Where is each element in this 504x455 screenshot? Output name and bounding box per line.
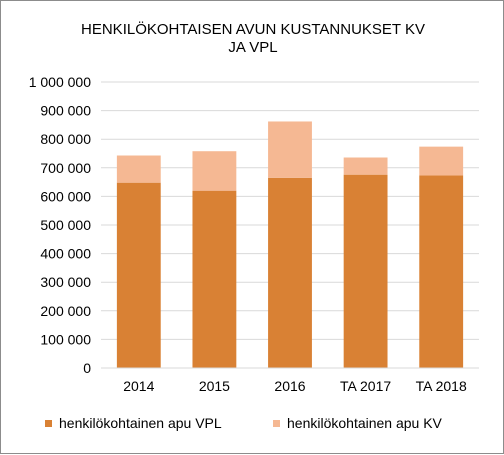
bar-segment [192,151,237,191]
legend-swatch [273,420,280,427]
x-tick-label: 2014 [123,378,154,394]
y-tick-label: 400 000 [40,246,91,262]
y-tick-label: 1 000 000 [29,74,91,90]
chart-title-line-1: HENKILÖKOHTAISEN AVUN KUSTANNUKSET KV [81,20,425,38]
chart-title: HENKILÖKOHTAISEN AVUN KUSTANNUKSET KV JA… [81,20,425,56]
y-tick-label: 500 000 [40,217,91,233]
x-tick-label: TA 2018 [416,378,467,394]
bar-segment [268,121,312,178]
x-axis: 2014 2015 2016 TA 2017 TA 2018 [101,367,479,394]
bars [116,121,464,368]
y-tick-label: 100 000 [40,331,91,347]
x-tick-label: 2016 [274,378,305,394]
y-tick-label: 300 000 [40,274,91,290]
bar-segment [419,175,464,368]
y-axis: 0 100 000 200 000 300 000 400 000 500 000 600 … [29,74,92,376]
bar-segment [116,155,161,183]
y-tick-label: 800 000 [40,131,91,147]
bar-segment [116,182,161,368]
bar-segment [268,177,312,368]
y-tick-label: 600 000 [40,188,91,204]
x-tick-label: 2015 [199,378,230,394]
legend-swatch [45,420,52,427]
bar-segment [343,174,388,368]
bar-segment [343,157,388,175]
y-tick-label: 700 000 [40,160,91,176]
legend: henkilökohtainen apu VPL henkilökohtainen… [45,415,443,431]
y-tick-label: 0 [83,360,91,376]
y-tick-label: 200 000 [40,303,91,319]
y-tick-label: 900 000 [40,103,91,119]
legend-label: henkilökohtainen apu VPL [59,415,222,431]
chart-title-line-2: JA VPL [228,39,277,56]
bar-segment [192,190,237,368]
bar-segment [419,146,464,176]
x-tick-label: TA 2017 [340,378,391,394]
legend-label: henkilökohtainen apu KV [287,415,443,431]
